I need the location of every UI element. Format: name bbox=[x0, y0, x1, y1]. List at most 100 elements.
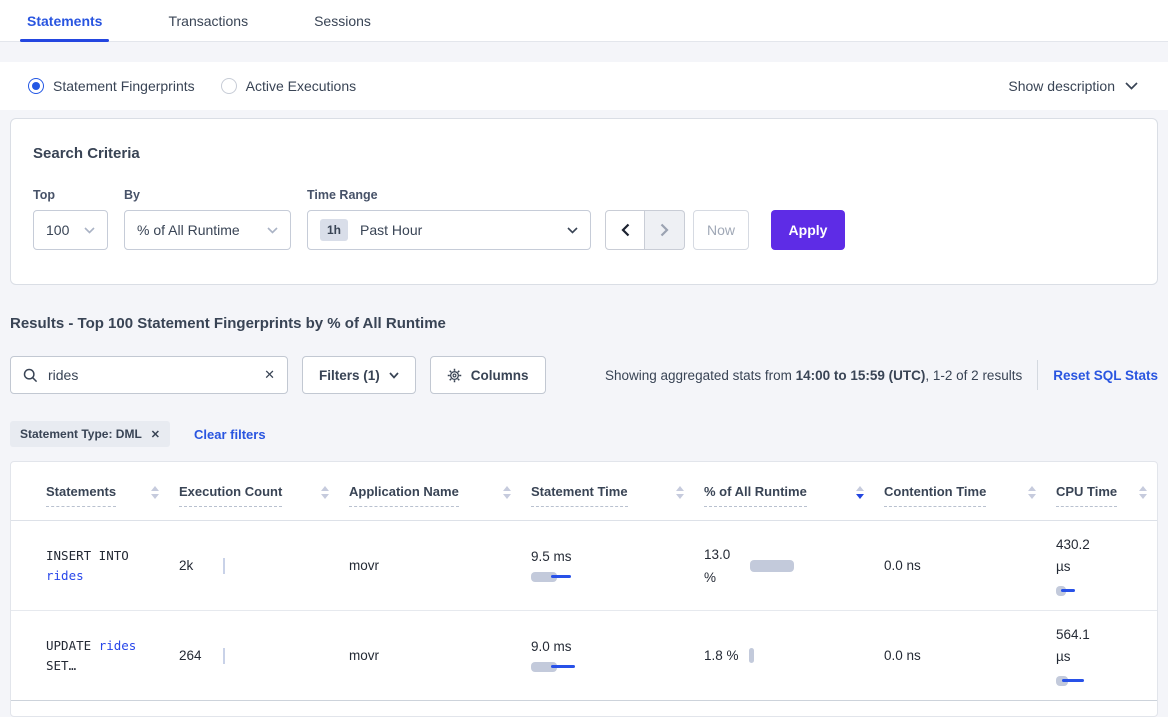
view-radio-group: Statement Fingerprints Active Executions bbox=[28, 78, 356, 94]
header-contention-time[interactable]: Contention Time bbox=[884, 484, 987, 507]
showing-stats-suffix: , 1-2 of 2 results bbox=[925, 367, 1023, 383]
header-cpu-time[interactable]: CPU Time bbox=[1056, 484, 1118, 507]
search-criteria-controls: Top 100 By % of All Runtime Time Range 1… bbox=[33, 188, 1135, 250]
time-range-control-group: Time Range 1h Past Hour bbox=[307, 188, 591, 250]
show-description-toggle[interactable]: Show description bbox=[1008, 78, 1138, 94]
time-range-label: Time Range bbox=[307, 188, 378, 202]
statement-time-bar bbox=[531, 571, 684, 583]
tab-statements[interactable]: Statements bbox=[20, 0, 110, 42]
showing-stats-text: Showing aggregated stats from 14:00 to 1… bbox=[605, 368, 1022, 383]
top-label: Top bbox=[33, 188, 55, 202]
columns-button[interactable]: Columns bbox=[429, 356, 546, 394]
table-row: INSERT INTO rides 2k movr 9.5 ms 13.0 % … bbox=[11, 520, 1157, 611]
now-button[interactable]: Now bbox=[693, 210, 749, 250]
statement-text: INSERT INTO bbox=[46, 547, 129, 563]
radio-statement-fingerprints[interactable]: Statement Fingerprints bbox=[28, 78, 195, 94]
remove-filter-icon[interactable]: ✕ bbox=[150, 428, 161, 441]
application-name-value: movr bbox=[349, 648, 379, 663]
header-statement-time[interactable]: Statement Time bbox=[531, 484, 628, 507]
search-input[interactable] bbox=[48, 367, 255, 383]
execution-count-value: 2k bbox=[179, 558, 194, 573]
application-name-value: movr bbox=[349, 558, 379, 573]
chevron-down-icon bbox=[1125, 82, 1138, 90]
execution-count-cell: 264 bbox=[179, 647, 329, 664]
statement-time-value: 9.0 ms bbox=[531, 638, 572, 654]
chevron-down-icon bbox=[389, 371, 399, 379]
sort-control-pct-runtime-active-desc[interactable] bbox=[856, 485, 864, 506]
header-application-name[interactable]: Application Name bbox=[349, 484, 459, 507]
tab-transactions-label: Transactions bbox=[168, 13, 249, 29]
columns-button-label: Columns bbox=[470, 367, 529, 383]
contention-time-value: 0.0 ns bbox=[884, 558, 921, 573]
statement-time-bar bbox=[531, 661, 684, 673]
show-description-label: Show description bbox=[1008, 78, 1115, 94]
chevron-right-icon bbox=[660, 223, 669, 237]
execution-count-value: 264 bbox=[179, 648, 202, 663]
tab-sessions-label: Sessions bbox=[314, 13, 371, 29]
previous-time-range-button[interactable] bbox=[605, 210, 645, 250]
search-criteria-title: Search Criteria bbox=[33, 145, 140, 162]
active-tab-underline bbox=[20, 39, 110, 42]
apply-button[interactable]: Apply bbox=[771, 210, 845, 250]
sort-control-statement-time[interactable] bbox=[676, 485, 684, 506]
chevron-down-icon bbox=[84, 226, 95, 234]
by-select-value: % of All Runtime bbox=[137, 222, 240, 238]
tab-transactions[interactable]: Transactions bbox=[161, 0, 255, 41]
page-tabs: Statements Transactions Sessions bbox=[0, 0, 1168, 42]
clear-search-icon[interactable]: ✕ bbox=[264, 367, 275, 382]
statement-fingerprint: INSERT INTO rides bbox=[46, 546, 168, 586]
pct-runtime-bar bbox=[748, 648, 754, 663]
header-statements[interactable]: Statements bbox=[46, 484, 117, 507]
sort-control-execution-count[interactable] bbox=[321, 485, 329, 506]
sort-control-cpu-time[interactable] bbox=[1139, 485, 1147, 506]
filter-chip-label: Statement Type: DML bbox=[20, 427, 142, 441]
time-range-value: Past Hour bbox=[360, 222, 423, 238]
sort-control-application-name[interactable] bbox=[503, 485, 511, 506]
cpu-time-bar bbox=[1056, 585, 1147, 597]
table-header-row: Statements Execution Count Application N… bbox=[11, 462, 1157, 521]
top-select[interactable]: 100 bbox=[33, 210, 108, 250]
gear-icon bbox=[447, 368, 462, 383]
chevron-down-icon bbox=[267, 226, 278, 234]
statement-link[interactable]: rides bbox=[98, 637, 137, 653]
clear-filters-link[interactable]: Clear filters bbox=[194, 426, 266, 442]
by-select[interactable]: % of All Runtime bbox=[124, 210, 291, 250]
view-toggle-bar: Statement Fingerprints Active Executions… bbox=[0, 62, 1168, 110]
header-pct-runtime[interactable]: % of All Runtime bbox=[704, 484, 807, 507]
results-toolbar: ✕ Filters (1) Columns Showing aggregated… bbox=[10, 356, 1158, 394]
time-range-select[interactable]: 1h Past Hour bbox=[307, 210, 591, 250]
vertical-divider bbox=[1037, 360, 1039, 390]
time-range-badge: 1h bbox=[320, 219, 349, 241]
filter-chip-statement-type[interactable]: Statement Type: DML ✕ bbox=[10, 421, 171, 447]
time-range-arrows bbox=[605, 210, 685, 250]
radio-active-executions[interactable]: Active Executions bbox=[220, 78, 357, 94]
filters-button[interactable]: Filters (1) bbox=[302, 356, 416, 394]
tab-statements-label: Statements bbox=[27, 13, 103, 29]
statements-table-card: Statements Execution Count Application N… bbox=[10, 461, 1158, 717]
pct-runtime-cell: 13.0 % bbox=[704, 543, 864, 589]
sort-control-contention-time[interactable] bbox=[1028, 485, 1036, 506]
radio-active-executions-label: Active Executions bbox=[245, 78, 357, 94]
radio-selected-icon bbox=[28, 78, 44, 94]
pct-runtime-value: 1.8 % bbox=[704, 648, 739, 663]
statement-text: UPDATE bbox=[46, 637, 99, 653]
pct-runtime-value: 13.0 % bbox=[704, 546, 731, 585]
search-box: ✕ bbox=[10, 356, 288, 394]
search-criteria-card: Search Criteria Top 100 By % of All Runt… bbox=[10, 118, 1158, 285]
statement-link[interactable]: rides bbox=[46, 567, 84, 583]
reset-sql-stats-link[interactable]: Reset SQL Stats bbox=[1053, 367, 1158, 383]
search-icon bbox=[23, 368, 38, 383]
pct-runtime-cell: 1.8 % bbox=[704, 648, 864, 663]
statement-fingerprint: UPDATE rides SET… bbox=[46, 636, 168, 676]
tab-sessions[interactable]: Sessions bbox=[307, 0, 378, 41]
top-control-group: Top 100 bbox=[33, 188, 124, 250]
cpu-time-value: 564.1 µs bbox=[1056, 627, 1090, 664]
contention-time-value: 0.0 ns bbox=[884, 648, 921, 663]
by-label: By bbox=[124, 188, 140, 202]
header-execution-count[interactable]: Execution Count bbox=[179, 484, 283, 507]
radio-unselected-icon bbox=[220, 78, 237, 94]
sort-control-statements[interactable] bbox=[151, 485, 159, 506]
by-control-group: By % of All Runtime bbox=[124, 188, 307, 250]
statements-table: Statements Execution Count Application N… bbox=[11, 462, 1157, 701]
next-time-range-button[interactable] bbox=[645, 210, 685, 250]
